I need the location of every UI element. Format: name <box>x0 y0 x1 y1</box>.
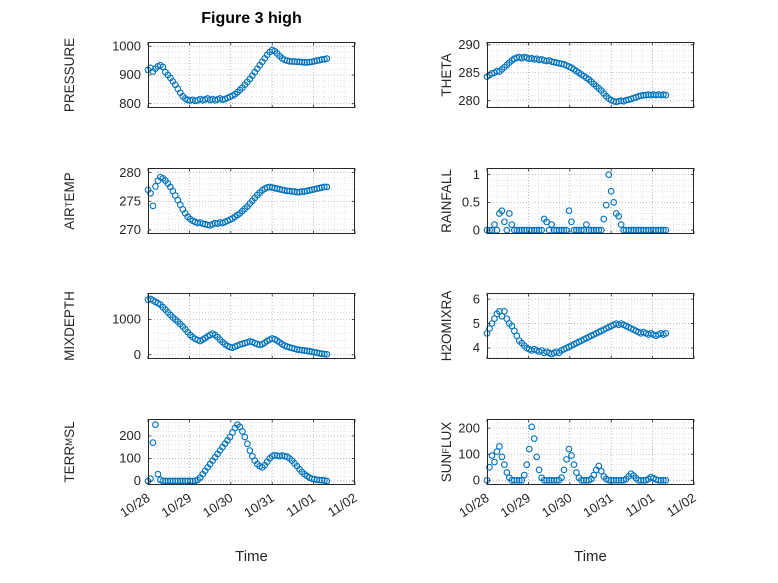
x-tick-label: 10/28 <box>456 490 491 520</box>
mixdepth-markers <box>144 295 331 358</box>
axes-box <box>487 419 694 485</box>
y-tick-label: 1 <box>473 167 480 182</box>
tick-marks <box>147 168 356 234</box>
y-tick-label: 0 <box>473 222 480 237</box>
h2omixra-markers <box>483 307 670 358</box>
y-tick-label: 1000 <box>112 39 141 54</box>
y-tick-label: 0 <box>134 347 141 362</box>
axes-box <box>487 293 694 359</box>
y-tick-label: 0.5 <box>462 195 480 210</box>
pressure-plot: 800 900 1000 <box>112 39 356 111</box>
y-tick-label: 290 <box>458 37 480 52</box>
terr-msl-ylabel: TERR M SL <box>61 421 77 483</box>
tick-marks <box>147 42 356 108</box>
rainfall-ylabel: RAINFALL <box>438 169 454 233</box>
air-temp-markers <box>144 173 331 229</box>
x-axis-label-right: Time <box>574 548 607 565</box>
axes-box <box>148 293 355 359</box>
y-tick-label: 0 <box>134 473 141 488</box>
axes-box <box>487 42 694 108</box>
minor-grid <box>487 168 694 234</box>
terr-msl-plot: 0 100 200 10/28 10/29 10/30 10/31 11/01 11/02 <box>117 419 360 520</box>
air-temp-ylabel: AIR T EMP <box>61 172 77 230</box>
sun-flux-markers <box>483 423 670 484</box>
rainfall-plot: 00.51 <box>462 167 695 237</box>
y-tick-label: 1000 <box>112 312 141 327</box>
x-tick-label: 11/01 <box>623 490 658 520</box>
x-tick-label: 10/28 <box>117 490 152 520</box>
y-tick-label: 280 <box>119 165 141 180</box>
theta-ylabel: THETA <box>438 53 454 97</box>
x-axis-label-left: Time <box>235 548 268 565</box>
x-tick-label: 10/30 <box>200 490 235 520</box>
terr-msl-markers <box>144 421 331 485</box>
axes-box <box>487 168 694 234</box>
x-tick-label: 10/29 <box>498 490 533 520</box>
tick-marks <box>486 293 695 359</box>
major-grid <box>148 419 355 485</box>
h2omixra-ylabel: H2OMIXRA <box>438 290 454 362</box>
x-tick-label: 11/01 <box>284 490 319 520</box>
y-tick-label: 270 <box>119 222 141 237</box>
y-tick-label: 100 <box>119 451 141 466</box>
x-tick-label: 10/30 <box>539 490 574 520</box>
x-tick-label: 11/02 <box>664 490 699 520</box>
air-temp-plot: 270 275 280 <box>119 165 356 237</box>
x-tick-label: 10/29 <box>159 490 194 520</box>
x-tick-label: 10/31 <box>580 490 615 520</box>
mixdepth-plot: 0 1000 <box>112 293 356 362</box>
y-tick-label: 200 <box>119 428 141 443</box>
y-tick-label: 275 <box>119 193 141 208</box>
y-tick-label: 900 <box>119 67 141 82</box>
y-tick-label: 5 <box>473 316 480 331</box>
minor-grid <box>487 42 694 108</box>
major-grid <box>148 293 355 359</box>
h2omixra-plot: 4 5 6 <box>473 291 695 359</box>
sun-flux-ylabel: SUN F LUX <box>438 421 454 483</box>
theta-markers <box>483 53 670 106</box>
y-tick-label: 0 <box>473 473 480 488</box>
figure-title: Figure 3 high <box>201 10 302 27</box>
major-grid <box>148 168 355 234</box>
y-tick-label: 6 <box>473 291 480 306</box>
minor-grid <box>487 419 694 485</box>
y-tick-label: 100 <box>458 446 480 461</box>
y-tick-label: 4 <box>473 340 480 355</box>
y-tick-label: 800 <box>119 96 141 111</box>
pressure-ylabel: PRESSURE <box>61 37 77 113</box>
tick-marks <box>486 42 695 108</box>
y-tick-label: 285 <box>458 65 480 80</box>
y-tick-label: 200 <box>458 420 480 435</box>
tick-marks <box>147 419 356 485</box>
mixdepth-ylabel: MIXDEPTH <box>61 291 77 361</box>
tick-marks <box>147 293 356 359</box>
x-tick-label: 11/02 <box>325 490 360 520</box>
tick-marks <box>486 419 695 485</box>
sun-flux-plot: 0 100 200 10/28 10/29 10/30 10/31 11/01 11/02 <box>456 419 699 520</box>
major-grid <box>148 42 355 108</box>
x-tick-label: 10/31 <box>241 490 276 520</box>
y-tick-label: 280 <box>458 93 480 108</box>
axes-box <box>148 419 355 485</box>
tick-marks <box>486 168 695 234</box>
pressure-markers <box>144 46 331 105</box>
theta-plot: 280 285 290 <box>458 37 695 108</box>
